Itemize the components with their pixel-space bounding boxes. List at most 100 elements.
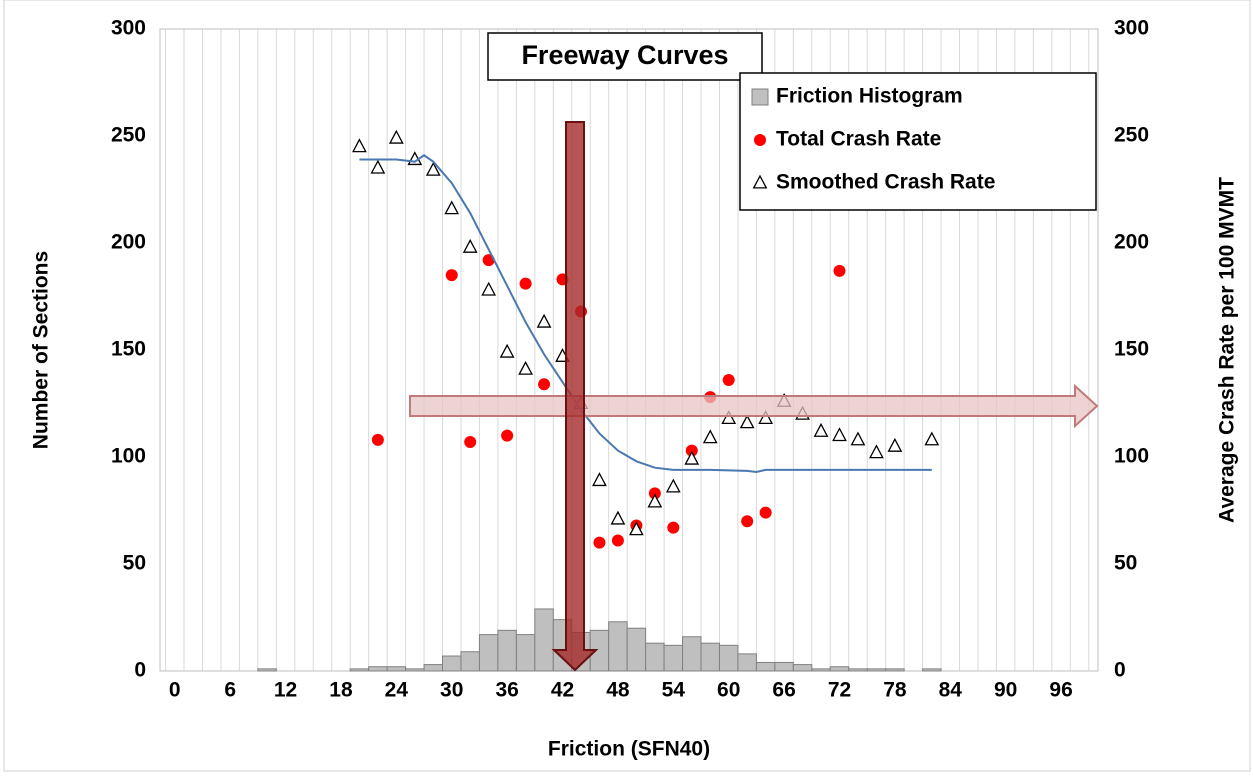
histogram-bar bbox=[645, 642, 665, 672]
histogram-bar bbox=[442, 655, 462, 672]
circle-point bbox=[833, 264, 846, 277]
triangle-point bbox=[462, 238, 478, 253]
histogram-bar bbox=[755, 661, 776, 672]
circle-point bbox=[741, 515, 754, 528]
y-axis-title: Number of Sections bbox=[30, 251, 53, 449]
y-tick-label: 0 bbox=[134, 659, 146, 682]
histogram-bar bbox=[626, 627, 647, 672]
circle-point bbox=[445, 269, 458, 282]
triangle-point bbox=[352, 138, 367, 153]
histogram-bar bbox=[515, 634, 536, 672]
annotation-box bbox=[487, 32, 763, 81]
legend-swatch bbox=[754, 134, 766, 146]
triangle-point bbox=[665, 478, 681, 493]
y2-tick-label: 50 bbox=[1114, 552, 1137, 575]
histogram-bar bbox=[774, 661, 794, 672]
x-tick-label: 72 bbox=[828, 679, 851, 702]
histogram-bar bbox=[866, 668, 887, 672]
triangle-point bbox=[610, 510, 626, 525]
histogram-bar bbox=[423, 664, 444, 672]
x-tick-label: 0 bbox=[169, 679, 181, 702]
triangle-point bbox=[813, 422, 829, 437]
legend-box bbox=[739, 72, 1097, 211]
annotation: Freeway Curves bbox=[521, 40, 728, 70]
circle-point bbox=[538, 378, 551, 391]
x-tick-label: 60 bbox=[717, 679, 740, 702]
y2-tick-label: 250 bbox=[1114, 124, 1149, 147]
triangle-point bbox=[850, 431, 866, 446]
triangle-point bbox=[924, 431, 940, 446]
legend-label: Friction Histogram bbox=[776, 85, 963, 108]
y2-tick-label: 0 bbox=[1114, 659, 1126, 682]
legend-swatch bbox=[751, 88, 769, 106]
triangle-point bbox=[832, 427, 847, 442]
x-tick-label: 54 bbox=[662, 679, 686, 702]
y-tick-label: 100 bbox=[111, 445, 146, 468]
x-axis-title: Friction (SFN40) bbox=[548, 738, 710, 761]
triangle-point bbox=[370, 159, 386, 174]
triangle-point bbox=[425, 161, 441, 176]
histogram-bar bbox=[811, 668, 831, 672]
triangle-point bbox=[518, 360, 533, 375]
x-tick-label: 30 bbox=[440, 679, 463, 702]
histogram-bar bbox=[478, 634, 499, 672]
y-tick-label: 300 bbox=[111, 17, 146, 40]
histogram-bar bbox=[848, 668, 868, 672]
histogram-bar bbox=[885, 668, 905, 672]
histogram-bar bbox=[608, 621, 628, 672]
triangle-point bbox=[758, 410, 774, 425]
histogram-bar bbox=[405, 668, 425, 672]
y2-axis-title: Average Crash Rate per 100 MVMT bbox=[1216, 177, 1239, 523]
histogram-bar bbox=[460, 651, 480, 672]
histogram-bar bbox=[534, 608, 554, 672]
x-tick-label: 84 bbox=[939, 679, 963, 702]
y-tick-label: 250 bbox=[111, 124, 146, 147]
triangle-point bbox=[869, 444, 884, 459]
histogram-bar bbox=[497, 629, 517, 672]
circle-point bbox=[593, 536, 606, 549]
triangle-point bbox=[647, 493, 663, 508]
histogram-bar bbox=[829, 666, 850, 672]
triangle-point bbox=[887, 437, 903, 452]
circle-point bbox=[759, 506, 772, 519]
y-tick-label: 150 bbox=[111, 338, 146, 361]
y2-tick-label: 300 bbox=[1114, 17, 1149, 40]
triangle-point bbox=[684, 450, 700, 465]
x-tick-label: 6 bbox=[224, 679, 236, 702]
circle-point bbox=[667, 521, 680, 534]
x-tick-label: 24 bbox=[385, 679, 409, 702]
triangle-point bbox=[721, 410, 737, 425]
y-tick-label: 200 bbox=[111, 231, 146, 254]
x-tick-label: 12 bbox=[274, 679, 297, 702]
legend-label: Total Crash Rate bbox=[776, 128, 941, 151]
legend-label: Smoothed Crash Rate bbox=[776, 171, 995, 194]
triangle-point bbox=[499, 343, 515, 358]
circle-point bbox=[519, 277, 532, 290]
histogram-bar bbox=[368, 666, 388, 672]
triangle-point bbox=[444, 200, 460, 215]
x-tick-label: 48 bbox=[606, 679, 630, 702]
y2-tick-label: 100 bbox=[1114, 445, 1149, 468]
legend: Friction Histogram Total Crash Rate Smooth… bbox=[751, 85, 995, 194]
triangle-point bbox=[739, 414, 755, 429]
x-tick-label: 42 bbox=[551, 679, 574, 702]
circle-point bbox=[611, 534, 624, 547]
histogram-bar bbox=[257, 668, 277, 672]
triangle-point bbox=[629, 521, 644, 536]
histogram-bar bbox=[922, 668, 942, 672]
y2-tick-label: 200 bbox=[1114, 231, 1149, 254]
histogram-bar bbox=[349, 668, 370, 672]
triangle-point bbox=[536, 313, 552, 328]
triangle-point bbox=[592, 472, 607, 487]
x-tick-label: 78 bbox=[883, 679, 907, 702]
x-tick-label: 18 bbox=[329, 679, 353, 702]
circle-point bbox=[722, 373, 735, 386]
triangle-point bbox=[481, 281, 497, 296]
x-tick-label: 96 bbox=[1049, 679, 1072, 702]
triangle-point bbox=[702, 429, 718, 444]
x-tick-label: 90 bbox=[994, 679, 1017, 702]
y2-tick-label: 150 bbox=[1114, 338, 1149, 361]
circle-point bbox=[501, 429, 514, 442]
grid bbox=[165, 29, 1090, 671]
